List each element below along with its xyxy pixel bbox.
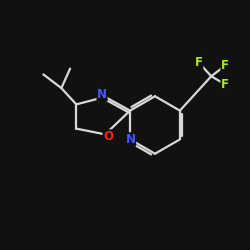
Text: O: O [103, 130, 113, 143]
Text: F: F [221, 59, 229, 72]
Text: F: F [195, 56, 203, 69]
Text: N: N [126, 133, 136, 146]
Text: F: F [221, 78, 229, 91]
Text: N: N [97, 88, 107, 101]
